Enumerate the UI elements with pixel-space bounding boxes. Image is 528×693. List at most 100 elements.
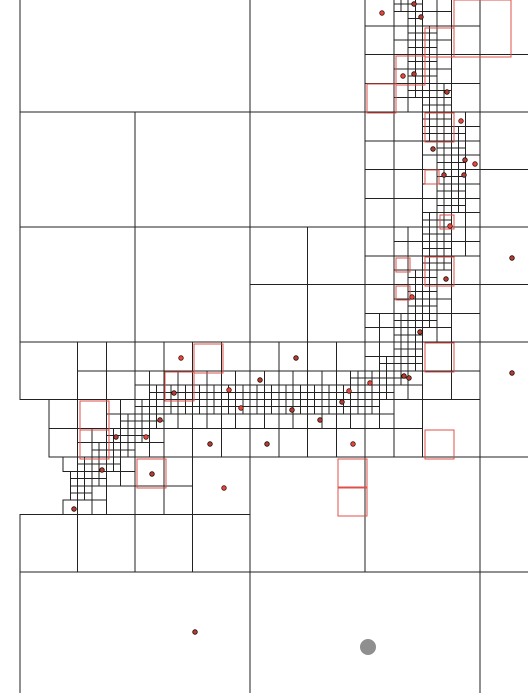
quadtree-cell bbox=[257, 400, 264, 407]
quadtree-cell bbox=[78, 400, 107, 429]
quadtree-cell bbox=[430, 90, 437, 97]
quadtree-cell bbox=[451, 126, 458, 133]
quadtree-cell bbox=[423, 69, 430, 76]
quadtree-cell bbox=[343, 407, 350, 414]
quadtree-cell bbox=[451, 134, 458, 141]
quadtree-cell bbox=[394, 428, 423, 457]
quadtree-cell bbox=[423, 263, 430, 270]
quadtree-cell bbox=[408, 33, 415, 40]
quadtree-cell bbox=[444, 234, 451, 241]
quadtree-cell bbox=[415, 349, 422, 356]
quadtree-cell bbox=[423, 234, 430, 241]
gray-circle-marker bbox=[360, 639, 376, 655]
quadtree-cell bbox=[200, 400, 207, 407]
quadtree-cell bbox=[178, 385, 185, 392]
quadtree-cell bbox=[185, 385, 192, 392]
quadtree-cell bbox=[315, 385, 322, 392]
quadtree-cell bbox=[250, 407, 257, 414]
quadtree-cell bbox=[250, 414, 264, 428]
quadtree-cell bbox=[466, 241, 480, 255]
quadtree-cell bbox=[394, 11, 408, 25]
quadtree-cell bbox=[92, 464, 99, 471]
quadtree-cell bbox=[437, 299, 451, 313]
quadtree-cell bbox=[149, 400, 156, 407]
quadtree-cell bbox=[437, 263, 444, 270]
quadtree-cell bbox=[451, 162, 458, 169]
quadtree-cell bbox=[365, 313, 379, 327]
quadtree-cell bbox=[394, 313, 401, 320]
quadtree-cell bbox=[372, 378, 379, 385]
quadtree-cell bbox=[257, 385, 264, 392]
quadtree-cell bbox=[193, 407, 200, 414]
quadtree-cell bbox=[401, 328, 408, 335]
quadtree-cell bbox=[135, 342, 164, 371]
quadtree-cell bbox=[430, 320, 437, 327]
quadtree-cell bbox=[365, 392, 372, 399]
quadtree-cell bbox=[423, 198, 437, 212]
quadtree-cell bbox=[466, 155, 480, 169]
quadtree-cell bbox=[243, 407, 250, 414]
quadtree-cell bbox=[214, 385, 221, 392]
quadtree-cell bbox=[121, 443, 128, 450]
quadtree-cell bbox=[200, 407, 207, 414]
quadtree-cell bbox=[236, 392, 243, 399]
quadtree-cell bbox=[250, 112, 365, 227]
quadtree-cell bbox=[394, 141, 423, 170]
quadtree-cell bbox=[480, 170, 528, 228]
quadtree-cell bbox=[365, 414, 379, 428]
quadtree-cell bbox=[437, 234, 444, 241]
quadtree-cell bbox=[437, 11, 451, 25]
quadtree-cell bbox=[365, 256, 394, 285]
data-point bbox=[158, 418, 163, 423]
quadtree-cell bbox=[106, 428, 113, 435]
quadtree-cell bbox=[430, 241, 437, 248]
data-point bbox=[150, 472, 155, 477]
quadtree-cell bbox=[401, 356, 408, 363]
quadtree-cell bbox=[415, 285, 422, 292]
quadtree-cell bbox=[92, 450, 99, 457]
quadtree-cell bbox=[379, 342, 393, 356]
quadtree-cell bbox=[387, 356, 394, 363]
quadtree-cell bbox=[322, 371, 336, 385]
data-point bbox=[208, 442, 213, 447]
quadtree-cell bbox=[451, 0, 480, 26]
quadtree-cell bbox=[430, 26, 437, 33]
quadtree-cell bbox=[193, 428, 222, 457]
quadtree-cell bbox=[78, 471, 85, 478]
quadtree-cell bbox=[415, 320, 422, 327]
quadtree-cell bbox=[480, 572, 528, 693]
quadtree-cell bbox=[250, 572, 480, 693]
quadtree-cell bbox=[70, 486, 77, 493]
quadtree-cell bbox=[430, 76, 437, 83]
quadtree-cell bbox=[365, 141, 394, 170]
quadtree-cell bbox=[423, 306, 430, 313]
quadtree-cell bbox=[430, 40, 437, 47]
quadtree-cell bbox=[415, 364, 422, 371]
quadtree-cell bbox=[293, 385, 300, 392]
quadtree-cell bbox=[451, 155, 458, 162]
quadtree-cell bbox=[178, 407, 185, 414]
quadtree-cell bbox=[430, 306, 437, 313]
quadtree-cell bbox=[480, 227, 528, 285]
quadtree-cell bbox=[207, 414, 221, 428]
data-point bbox=[445, 90, 450, 95]
quadtree-cell bbox=[430, 213, 437, 220]
quadtree-cell bbox=[394, 356, 401, 363]
highlighted-cell bbox=[425, 430, 454, 459]
quadtree-cell bbox=[415, 270, 422, 277]
quadtree-cell bbox=[106, 414, 120, 428]
quadtree-cell bbox=[272, 385, 279, 392]
quadtree-cell bbox=[157, 385, 164, 392]
highlighted-cell bbox=[425, 343, 454, 372]
quadtree-cell bbox=[336, 385, 343, 392]
quadtree-cell bbox=[401, 320, 408, 327]
quadtree-cell bbox=[480, 285, 528, 343]
quadtree-cell bbox=[142, 400, 149, 407]
quadtree-cell bbox=[423, 155, 437, 169]
quadtree-cell bbox=[437, 69, 451, 83]
quadtree-cell bbox=[358, 392, 365, 399]
quadtree-cell bbox=[351, 407, 358, 414]
quadtree-cell bbox=[142, 421, 149, 428]
quadtree-cell bbox=[415, 76, 422, 83]
quadtree-cell bbox=[394, 320, 401, 327]
